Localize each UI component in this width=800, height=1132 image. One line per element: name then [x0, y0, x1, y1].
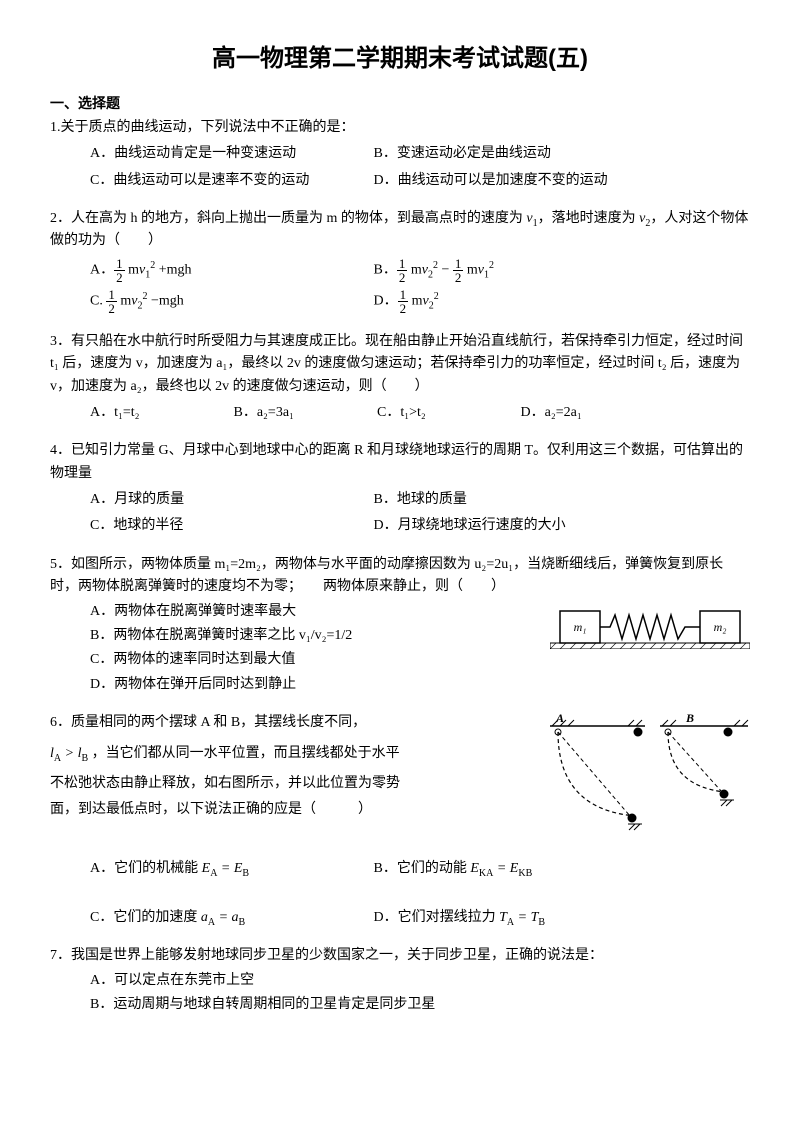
question-7: 7．我国是世界上能够发射地球同步卫星的少数国家之一，关于同步卫星，正确的说法是：… [50, 945, 750, 1016]
q5-figure-icon: m₁ m₂ [550, 603, 750, 649]
q1-stem: 1.关于质点的曲线运动，下列说法中不正确的是： [50, 117, 750, 139]
q6-opt-c: C．它们的加速度 aA = aB [90, 907, 370, 929]
q6-opt-a: A．它们的机械能 EA = EB [90, 858, 370, 880]
q4-opt-c: C．地球的半径 [90, 515, 370, 537]
svg-text:A: A [555, 714, 564, 725]
q1-opt-c: C．曲线运动可以是速率不变的运动 [90, 170, 370, 192]
q4-opt-a: A．月球的质量 [90, 489, 370, 511]
svg-text:B: B [685, 714, 694, 725]
q1-opt-b: B．变速运动必定是曲线运动 [374, 143, 654, 165]
q2-opt-c: C. 12 mv22 −mgh [90, 288, 370, 315]
q2-opt-b: B．12 mv22 − 12 mv12 [374, 257, 654, 284]
q2-opt-a: A．12 mv12 +mgh [90, 257, 370, 284]
question-6: A B 6．质量相同的两个摆球 A 和 B，其摆线长度不同， lA > lB ，… [50, 712, 750, 931]
question-2: 2．人在高为 h 的地方，斜向上抛出一质量为 m 的物体，到最高点时的速度为 v… [50, 208, 750, 317]
question-1: 1.关于质点的曲线运动，下列说法中不正确的是： A．曲线运动肯定是一种变速运动 … [50, 117, 750, 194]
page-title: 高一物理第二学期期末考试试题(五) [50, 40, 750, 78]
q1-opt-d: D．曲线运动可以是加速度不变的运动 [374, 170, 654, 192]
q6-opt-d: D．它们对摆线拉力 TA = TB [374, 907, 654, 929]
q5-opt-d: D．两物体在弹开后同时达到静止 [90, 674, 750, 696]
q5-stem: 5．如图所示，两物体质量 m₁=2m₂，两物体与水平面的动摩擦因数为 u₂=2u… [50, 554, 750, 599]
svg-text:m₁: m₁ [574, 620, 587, 634]
section-1-header: 一、选择题 [50, 92, 750, 114]
q2-opt-d: D．12 mv22 [374, 288, 654, 315]
q5-opt-c: C．两物体的速率同时达到最大值 [90, 649, 750, 671]
q4-stem: 4．已知引力常量 G、月球中心到地球中心的距离 R 和月球绕地球运行的周期 T。… [50, 440, 750, 485]
q3-opt-c: C．t₁>t₂ [377, 402, 517, 424]
q6-figure-icon: A B [550, 714, 750, 844]
q3-opt-a: A．t₁=t₂ [90, 402, 230, 424]
question-4: 4．已知引力常量 G、月球中心到地球中心的距离 R 和月球绕地球运行的周期 T。… [50, 440, 750, 540]
svg-text:m₂: m₂ [714, 620, 727, 634]
question-3: 3．有只船在水中航行时所受阻力与其速度成正比。现在船由静止开始沿直线航行，若保持… [50, 331, 750, 427]
q2-stem: 2．人在高为 h 的地方，斜向上抛出一质量为 m 的物体，到最高点时的速度为 v… [50, 208, 750, 253]
q3-opt-d: D．a₂=2a₁ [521, 402, 661, 424]
q7-opt-a: A．可以定点在东莞市上空 [90, 970, 750, 992]
q7-stem: 7．我国是世界上能够发射地球同步卫星的少数国家之一，关于同步卫星，正确的说法是： [50, 945, 750, 967]
q1-opt-a: A．曲线运动肯定是一种变速运动 [90, 143, 370, 165]
q3-stem: 3．有只船在水中航行时所受阻力与其速度成正比。现在船由静止开始沿直线航行，若保持… [50, 331, 750, 398]
q7-opt-b: B．运动周期与地球自转周期相同的卫星肯定是同步卫星 [90, 994, 750, 1016]
question-5: 5．如图所示，两物体质量 m₁=2m₂，两物体与水平面的动摩擦因数为 u₂=2u… [50, 554, 750, 698]
q6-opt-b: B．它们的动能 EKA = EKB [374, 858, 654, 880]
q4-opt-d: D．月球绕地球运行速度的大小 [374, 515, 654, 537]
q4-opt-b: B．地球的质量 [374, 489, 654, 511]
q3-opt-b: B．a₂=3a₁ [234, 402, 374, 424]
